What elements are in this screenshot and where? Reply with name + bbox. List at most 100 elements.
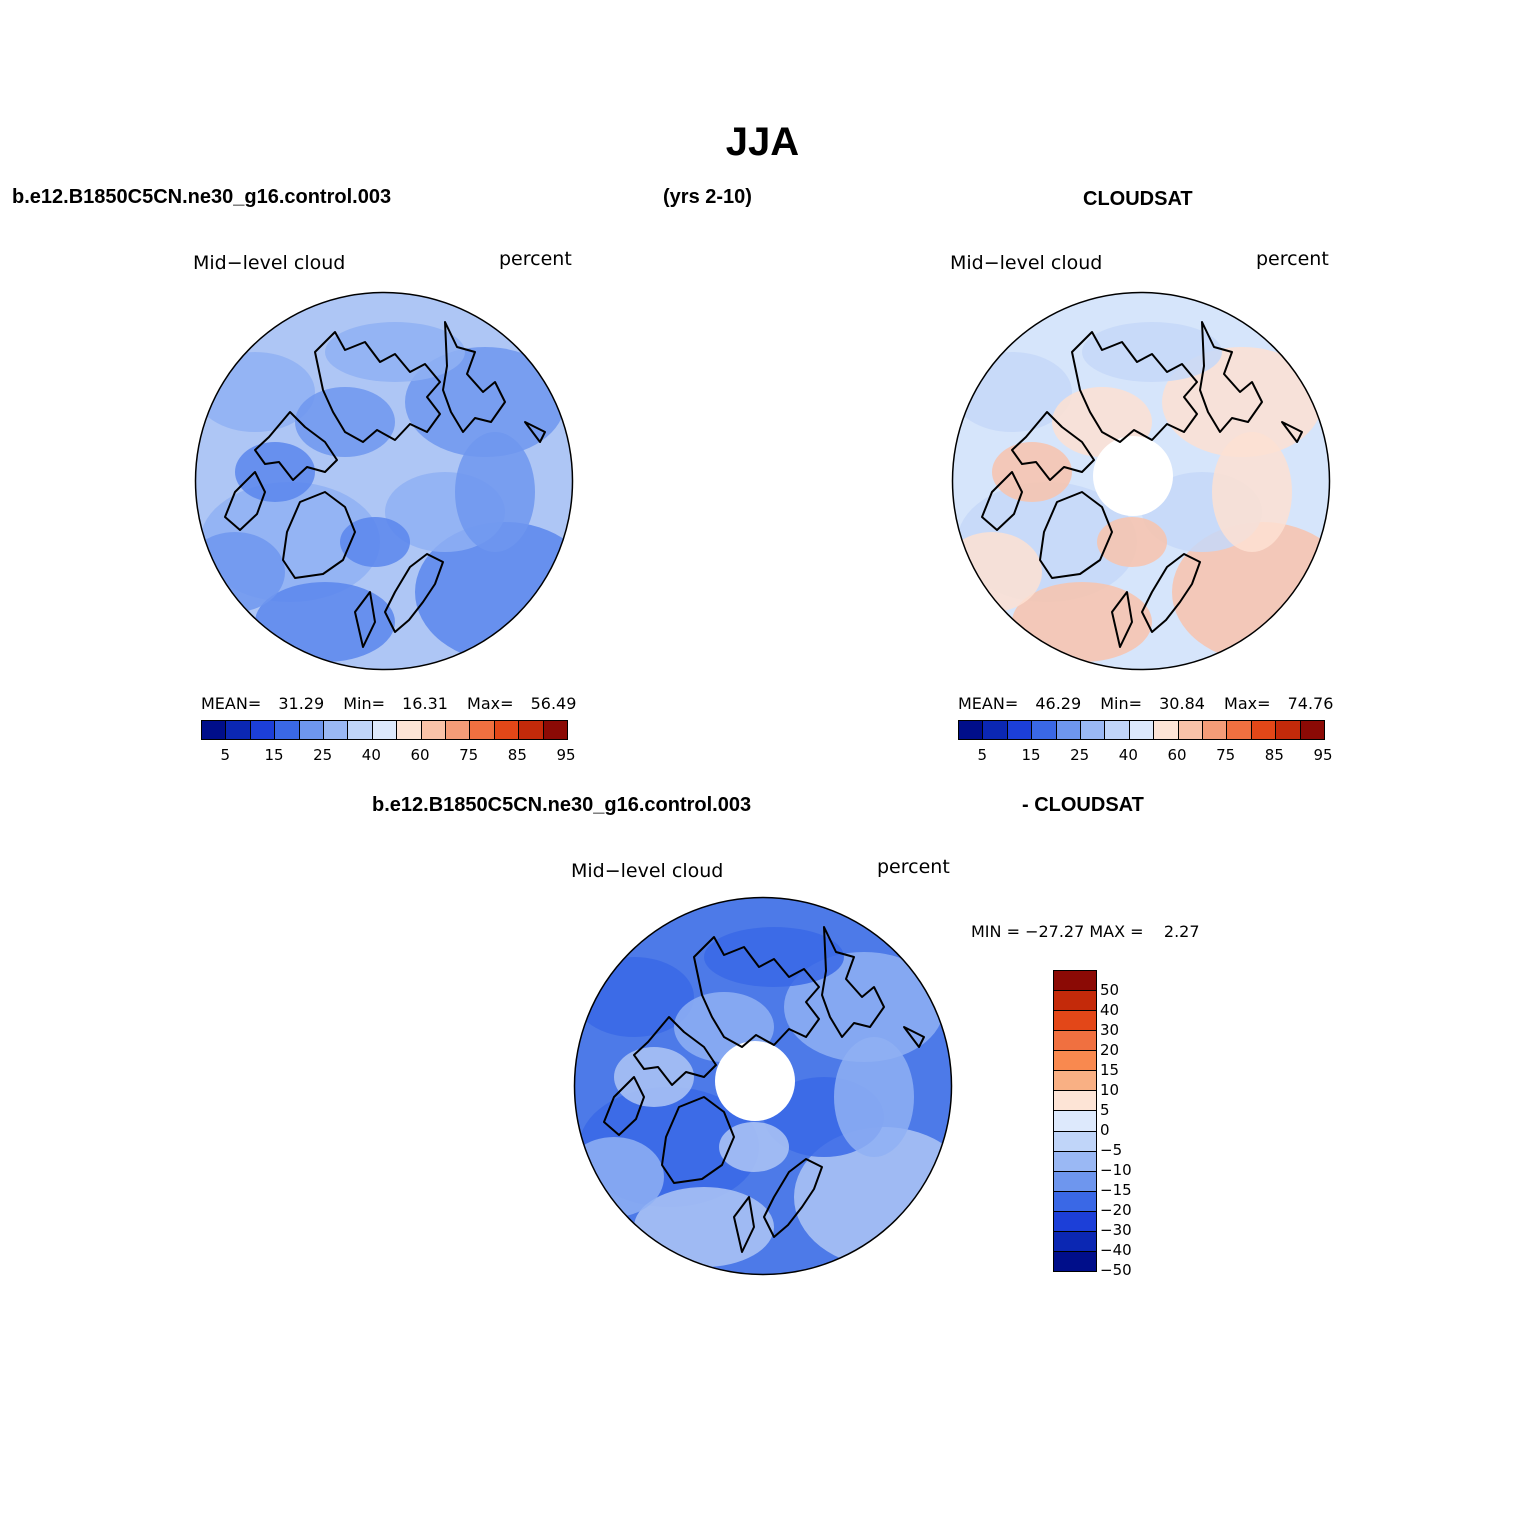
colorbar-label: 40 xyxy=(361,746,381,764)
model-min-value: 16.31 xyxy=(402,694,448,713)
model-max-value: 56.49 xyxy=(530,694,577,713)
colorbar-label: 60 xyxy=(1167,746,1187,764)
colorbar-label: 15 xyxy=(1021,746,1041,764)
contour-region xyxy=(574,1137,664,1217)
coastline xyxy=(524,421,546,443)
diff-obs-name: - CLOUDSAT xyxy=(1022,794,1144,816)
colorbar-swatch xyxy=(1203,721,1228,739)
colorbar-swatch xyxy=(202,721,227,739)
colorbar-label: 5 xyxy=(220,746,231,764)
colorbar-label: 85 xyxy=(507,746,527,764)
colorbar-swatch xyxy=(543,721,568,739)
colorbar-swatch xyxy=(1054,1051,1096,1072)
diff-colorbar xyxy=(1053,970,1097,1272)
coastline xyxy=(1039,491,1113,579)
colorbar-swatch xyxy=(1054,1011,1096,1032)
map-border xyxy=(194,291,574,671)
coastline xyxy=(981,471,1023,531)
colorbar-swatch xyxy=(470,721,495,739)
obs-case-name: CLOUDSAT xyxy=(1083,188,1193,210)
colorbar-swatch xyxy=(1054,1031,1096,1052)
coastline xyxy=(1011,411,1095,481)
coastline xyxy=(442,321,506,433)
colorbar-label: 60 xyxy=(410,746,430,764)
coastline xyxy=(903,1026,925,1048)
colorbar-swatch xyxy=(1178,721,1204,739)
model-case-name: b.e12.B1850C5CN.ne30_g16.control.003 xyxy=(12,186,392,208)
model-mean-value: 31.29 xyxy=(278,694,325,713)
contour-region xyxy=(455,432,535,552)
colorbar-swatch xyxy=(1054,991,1096,1012)
colorbar-swatch xyxy=(421,721,447,739)
colorbar-swatch xyxy=(1154,721,1179,739)
colorbar-label: −40 xyxy=(1100,1241,1132,1259)
model-units-label: percent xyxy=(499,248,572,270)
obs-max-value: 74.76 xyxy=(1287,694,1334,713)
contour-region xyxy=(719,1122,789,1172)
diff-units-label: percent xyxy=(877,856,950,878)
colorbar-swatch xyxy=(1054,971,1096,992)
colorbar-swatch xyxy=(1032,721,1057,739)
contour-region xyxy=(614,1047,694,1107)
model-max-label: Max= xyxy=(467,694,514,713)
obs-colorbar xyxy=(958,720,1325,740)
colorbar-label: 75 xyxy=(459,746,479,764)
colorbar-label: 5 xyxy=(1100,1101,1110,1119)
model-colorbar-labels: 5 15 25 40 60 75 85 95 xyxy=(201,746,576,766)
colorbar-label: 15 xyxy=(264,746,284,764)
colorbar-swatch xyxy=(1054,1111,1096,1132)
colorbar-swatch xyxy=(1054,1091,1096,1112)
model-min-label: Min= xyxy=(343,694,386,713)
colorbar-swatch xyxy=(1227,721,1252,739)
contour-region xyxy=(952,532,1042,612)
colorbar-label: 85 xyxy=(1264,746,1284,764)
years-range: (yrs 2-10) xyxy=(663,186,752,208)
colorbar-label: −20 xyxy=(1100,1201,1132,1219)
colorbar-swatch xyxy=(1054,1211,1096,1232)
colorbar-swatch xyxy=(299,721,325,739)
colorbar-label: 50 xyxy=(1100,981,1120,999)
colorbar-label: −30 xyxy=(1100,1221,1132,1239)
colorbar-swatch xyxy=(1054,1251,1096,1271)
diff-polar-map xyxy=(573,896,953,1276)
obs-min-label: Min= xyxy=(1100,694,1143,713)
colorbar-label: −10 xyxy=(1100,1161,1132,1179)
diff-variable-label: Mid−level cloud xyxy=(571,860,724,882)
coastline xyxy=(821,926,885,1038)
colorbar-label: 40 xyxy=(1118,746,1138,764)
colorbar-swatch xyxy=(494,721,520,739)
colorbar-swatch xyxy=(519,721,544,739)
missing-data-hole xyxy=(715,1041,795,1121)
colorbar-swatch xyxy=(1054,1191,1096,1212)
contour-region xyxy=(634,1187,774,1267)
colorbar-swatch xyxy=(372,721,398,739)
contour-region xyxy=(1212,432,1292,552)
model-stats: MEAN= 31.29 Min= 16.31 Max= 56.49 xyxy=(201,694,576,713)
map-border xyxy=(573,896,953,1276)
colorbar-label: −5 xyxy=(1100,1141,1123,1159)
coastline xyxy=(693,936,820,1048)
colorbar-label: 30 xyxy=(1100,1021,1120,1039)
colorbar-swatch xyxy=(1056,721,1082,739)
obs-min-value: 30.84 xyxy=(1159,694,1205,713)
model-colorbar xyxy=(201,720,568,740)
colorbar-swatch xyxy=(1105,721,1130,739)
colorbar-swatch xyxy=(446,721,471,739)
coastline xyxy=(763,1158,823,1238)
contour-region xyxy=(340,517,410,567)
contour-region xyxy=(195,532,285,612)
contour-region xyxy=(704,927,844,987)
coastline xyxy=(1199,321,1263,433)
colorbar-label: 0 xyxy=(1100,1121,1110,1139)
colorbar-swatch xyxy=(250,721,276,739)
coastline xyxy=(224,471,266,531)
model-variable-label: Mid−level cloud xyxy=(193,252,346,274)
colorbar-swatch xyxy=(1081,721,1106,739)
contour-region xyxy=(1097,517,1167,567)
colorbar-label: 15 xyxy=(1100,1061,1120,1079)
coastline xyxy=(733,1196,755,1253)
colorbar-label: 10 xyxy=(1100,1081,1120,1099)
coastline xyxy=(633,1016,717,1086)
coastline xyxy=(314,331,441,443)
coastline xyxy=(384,553,444,633)
